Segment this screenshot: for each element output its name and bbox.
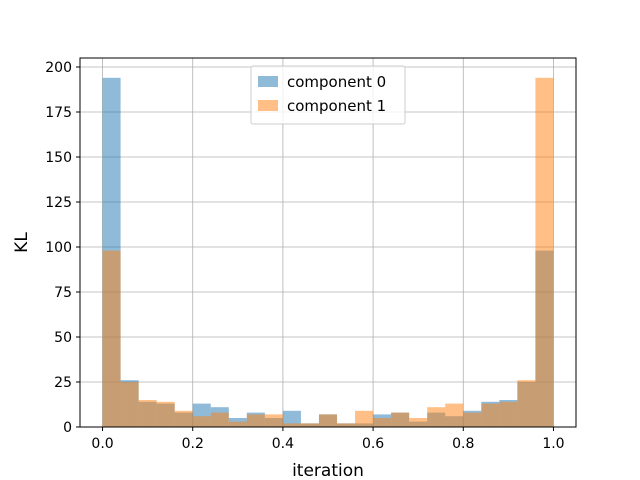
bar-series-1-bin-20 [463, 412, 482, 427]
bar-series-1-bin-13 [337, 423, 356, 427]
y-tick-label: 25 [54, 375, 72, 391]
bar-series-0-bin-10 [282, 410, 301, 427]
bar-series-1-bin-10 [282, 423, 301, 427]
y-tick-label: 150 [45, 150, 72, 166]
x-tick-label: 0.0 [91, 436, 113, 452]
y-tick-label: 200 [45, 60, 72, 76]
bar-series-1-bin-6 [210, 412, 229, 427]
x-tick-label: 0.6 [362, 436, 384, 452]
series-0 [102, 77, 554, 428]
bar-series-1-bin-23 [517, 380, 536, 427]
y-axis-label: KL [12, 232, 32, 253]
bar-series-1-bin-19 [445, 403, 464, 427]
y-tick-label: 100 [45, 240, 72, 256]
bars-layer [102, 77, 554, 428]
bar-series-1-bin-3 [156, 401, 175, 427]
legend-swatch-0 [258, 76, 278, 87]
bar-series-1-bin-0 [102, 250, 121, 427]
x-tick-label: 0.2 [182, 436, 204, 452]
y-tick-label: 0 [63, 420, 72, 436]
y-tick-label: 50 [54, 330, 72, 346]
bar-series-1-bin-12 [318, 414, 338, 427]
bar-series-1-bin-4 [174, 410, 193, 427]
bar-series-1-bin-14 [355, 410, 374, 427]
y-tick-label: 75 [54, 285, 72, 301]
bar-series-1-bin-21 [481, 403, 500, 427]
bar-series-1-bin-24 [535, 77, 554, 428]
series-1 [102, 77, 554, 428]
bar-series-1-bin-8 [246, 414, 265, 427]
plot-frame [79, 57, 577, 428]
bar-series-1-bin-11 [300, 423, 319, 427]
legend-label-1: component 1 [287, 97, 386, 115]
legend-label-0: component 0 [287, 73, 386, 91]
bar-series-1-bin-2 [138, 400, 157, 427]
bar-series-1-bin-18 [427, 407, 446, 427]
ticks-layer: 0.0 0.2 0.4 0.6 0.8 1.0 0 25 50 75 100 125 150 175 200 [45, 60, 564, 452]
x-tick-label: 1.0 [542, 436, 564, 452]
legend: component 0 component 1 [250, 65, 406, 125]
bar-series-1-bin-5 [192, 416, 211, 427]
bar-series-1-bin-7 [228, 421, 247, 427]
y-tick-label: 125 [45, 195, 72, 211]
bar-series-1-bin-16 [391, 412, 410, 427]
bar-series-1-bin-1 [120, 382, 139, 427]
x-tick-label: 0.8 [452, 436, 474, 452]
legend-box [250, 65, 406, 125]
bar-series-1-bin-9 [264, 414, 283, 427]
x-axis-label: iteration [292, 461, 364, 480]
x-tick-label: 0.4 [272, 436, 294, 452]
y-tick-label: 175 [45, 105, 72, 121]
bar-series-1-bin-22 [499, 401, 518, 427]
legend-swatch-1 [258, 100, 278, 111]
bar-series-1-bin-17 [409, 418, 428, 427]
bar-series-1-bin-15 [373, 418, 392, 427]
